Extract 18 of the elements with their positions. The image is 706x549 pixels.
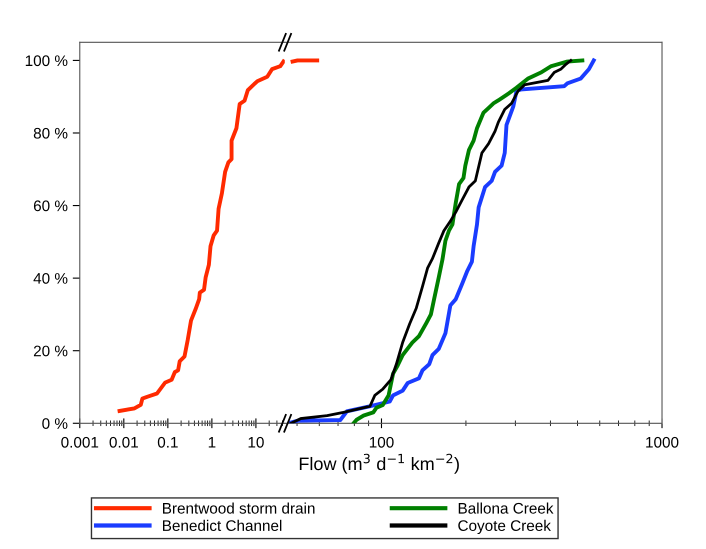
y-tick-label: 0 % xyxy=(42,418,68,429)
legend-label: Coyote Creek xyxy=(458,520,551,534)
x-tick-label: 1 xyxy=(208,437,216,448)
x-tick-label: 100 xyxy=(370,436,394,448)
x-tick-label: 0.001 xyxy=(61,436,98,448)
legend-label: Ballona Creek xyxy=(458,502,554,514)
y-tick-label: 40 % xyxy=(34,273,68,284)
x-tick-label: 0.1 xyxy=(158,436,178,448)
y-tick-label: 20 % xyxy=(34,346,68,356)
x-axis-title: Flow (m$^{3}$ d$^{−1}$ km$^{−2}$) xyxy=(300,454,459,474)
legend-label: Brentwood storm drain xyxy=(162,502,314,514)
y-tick-label: 60 % xyxy=(34,200,68,212)
y-tick-label: 100 % xyxy=(26,55,68,66)
legend-label: Benedict Channel xyxy=(162,520,282,532)
x-tick-label: 0.01 xyxy=(110,436,138,448)
x-tick-label: 10 xyxy=(248,436,264,448)
x-tick-label: 1000 xyxy=(646,436,678,448)
y-tick-label: 80 % xyxy=(34,128,68,139)
